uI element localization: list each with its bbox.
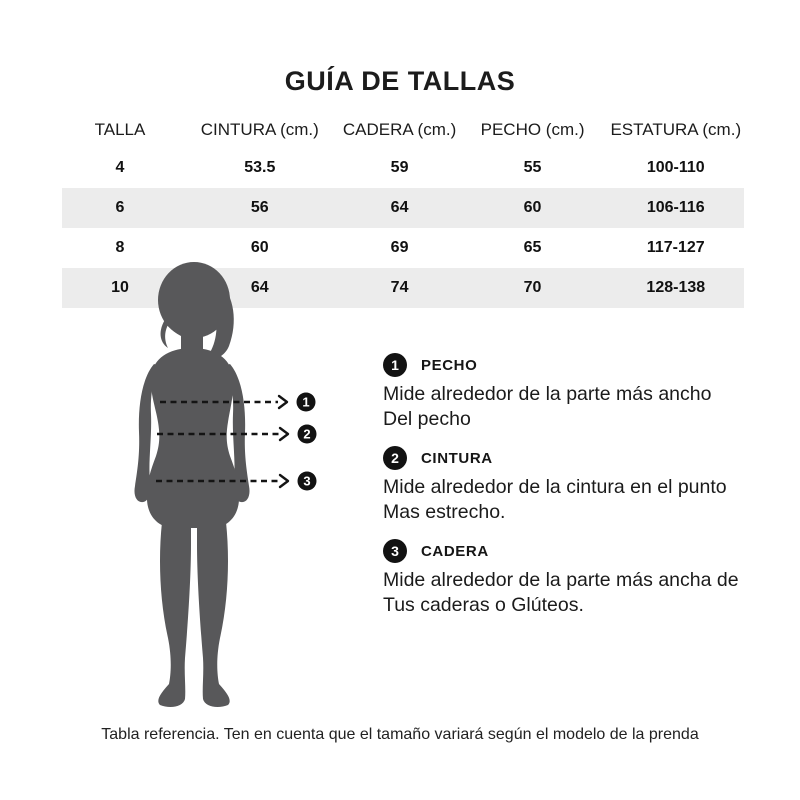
table-cell: 69 <box>390 239 409 256</box>
table-cell: 8 <box>115 239 125 256</box>
table-cell: 70 <box>523 279 542 296</box>
legend-text-line: Del pecho <box>383 408 471 430</box>
measurement-arrow-cadera: 3 <box>156 471 317 491</box>
table-row-size-4: 4 53.5 59 55 100-110 <box>62 148 744 188</box>
measurement-legend: 1 PECHO Mide alrededor de la parte más a… <box>383 353 788 632</box>
table-cell: 128-138 <box>646 279 706 296</box>
column-header-cintura: CINTURA (cm.) <box>200 120 319 139</box>
legend-header: 3 CADERA <box>383 539 788 563</box>
column-header-estatura: ESTATURA (cm.) <box>610 120 742 139</box>
table-cell: 64 <box>390 199 409 216</box>
table-cell: 4 <box>115 159 125 176</box>
silhouette-left-leg <box>158 522 191 707</box>
silhouette-ponytail <box>205 282 234 360</box>
silhouette-torso <box>146 348 240 528</box>
table-cell: 64 <box>250 279 269 296</box>
silhouette-right-arm <box>224 364 250 503</box>
number-2-badge-icon: 2 <box>383 446 407 470</box>
table-cell: 10 <box>111 279 129 296</box>
legend-description: Mide alrededor de la parte más ancha de … <box>383 568 788 618</box>
table-cell: 117-127 <box>646 239 705 256</box>
marker-3-badge <box>297 471 317 491</box>
page-title: GUÍA DE TALLAS <box>284 66 516 96</box>
measurement-arrow-pecho: 1 <box>160 392 316 412</box>
legend-header: 2 CINTURA <box>383 446 788 470</box>
marker-1-number: 1 <box>302 395 309 410</box>
legend-item-cadera: 3 CADERA Mide alrededor de la parte más … <box>383 539 788 618</box>
legend-label: CADERA <box>421 542 489 560</box>
legend-description: Mide alrededor de la parte más ancho Del… <box>383 382 788 432</box>
legend-text-line: Mide alrededor de la cintura en el punto <box>383 476 727 498</box>
table-cell: 59 <box>390 159 409 176</box>
table-cell: 100-110 <box>646 159 705 176</box>
table-cell: 53.5 <box>244 159 276 176</box>
silhouette-left-arm <box>134 364 160 503</box>
number-3-badge-icon: 3 <box>383 539 407 563</box>
column-header-talla: TALLA <box>94 120 146 139</box>
legend-label: CINTURA <box>421 449 493 467</box>
arrowhead-icon <box>278 473 290 489</box>
legend-text-line: Mas estrecho. <box>383 501 506 523</box>
table-cell: 74 <box>390 279 409 296</box>
silhouette-right-leg <box>197 522 230 707</box>
table-row-size-8: 8 60 69 65 117-127 <box>62 228 744 268</box>
legend-header: 1 PECHO <box>383 353 788 377</box>
table-cell: 60 <box>523 199 542 216</box>
table-cell: 55 <box>523 159 542 176</box>
legend-label: PECHO <box>421 356 478 374</box>
table-cell: 106-116 <box>646 199 705 216</box>
legend-item-cintura: 2 CINTURA Mide alrededor de la cintura e… <box>383 446 788 525</box>
silhouette-head <box>163 274 219 338</box>
column-header-cadera: CADERA (cm.) <box>342 120 457 139</box>
legend-text-line: Mide alrededor de la parte más ancho <box>383 383 712 405</box>
table-cell: 56 <box>250 199 269 216</box>
arrowhead-icon <box>278 426 290 442</box>
legend-item-pecho: 1 PECHO Mide alrededor de la parte más a… <box>383 353 788 432</box>
legend-text-line: Tus caderas o Glúteos. <box>383 594 584 616</box>
table-header-row: TALLA CINTURA (cm.) CADERA (cm.) PECHO (… <box>62 112 744 148</box>
column-header-pecho: PECHO (cm.) <box>480 120 585 139</box>
marker-1-badge <box>296 392 316 412</box>
legend-text-line: Mide alrededor de la parte más ancha de <box>383 569 739 591</box>
legend-description: Mide alrededor de la cintura en el punto… <box>383 475 788 525</box>
table-cell: 65 <box>523 239 542 256</box>
marker-3-number: 3 <box>303 474 310 489</box>
table-row-size-6: 6 56 64 60 106-116 <box>62 188 744 228</box>
measurement-arrow-cintura: 2 <box>157 424 317 444</box>
footer-note: Tabla referencia. Ten en cuenta que el t… <box>101 726 699 743</box>
girl-silhouette-figure: 1 2 3 <box>134 262 317 707</box>
table-cell: 60 <box>250 239 269 256</box>
marker-2-badge <box>297 424 317 444</box>
arrowhead-icon <box>277 394 289 410</box>
marker-2-number: 2 <box>303 427 310 442</box>
table-cell: 6 <box>115 199 125 216</box>
silhouette-hair-curl <box>160 318 171 348</box>
number-1-badge-icon: 1 <box>383 353 407 377</box>
